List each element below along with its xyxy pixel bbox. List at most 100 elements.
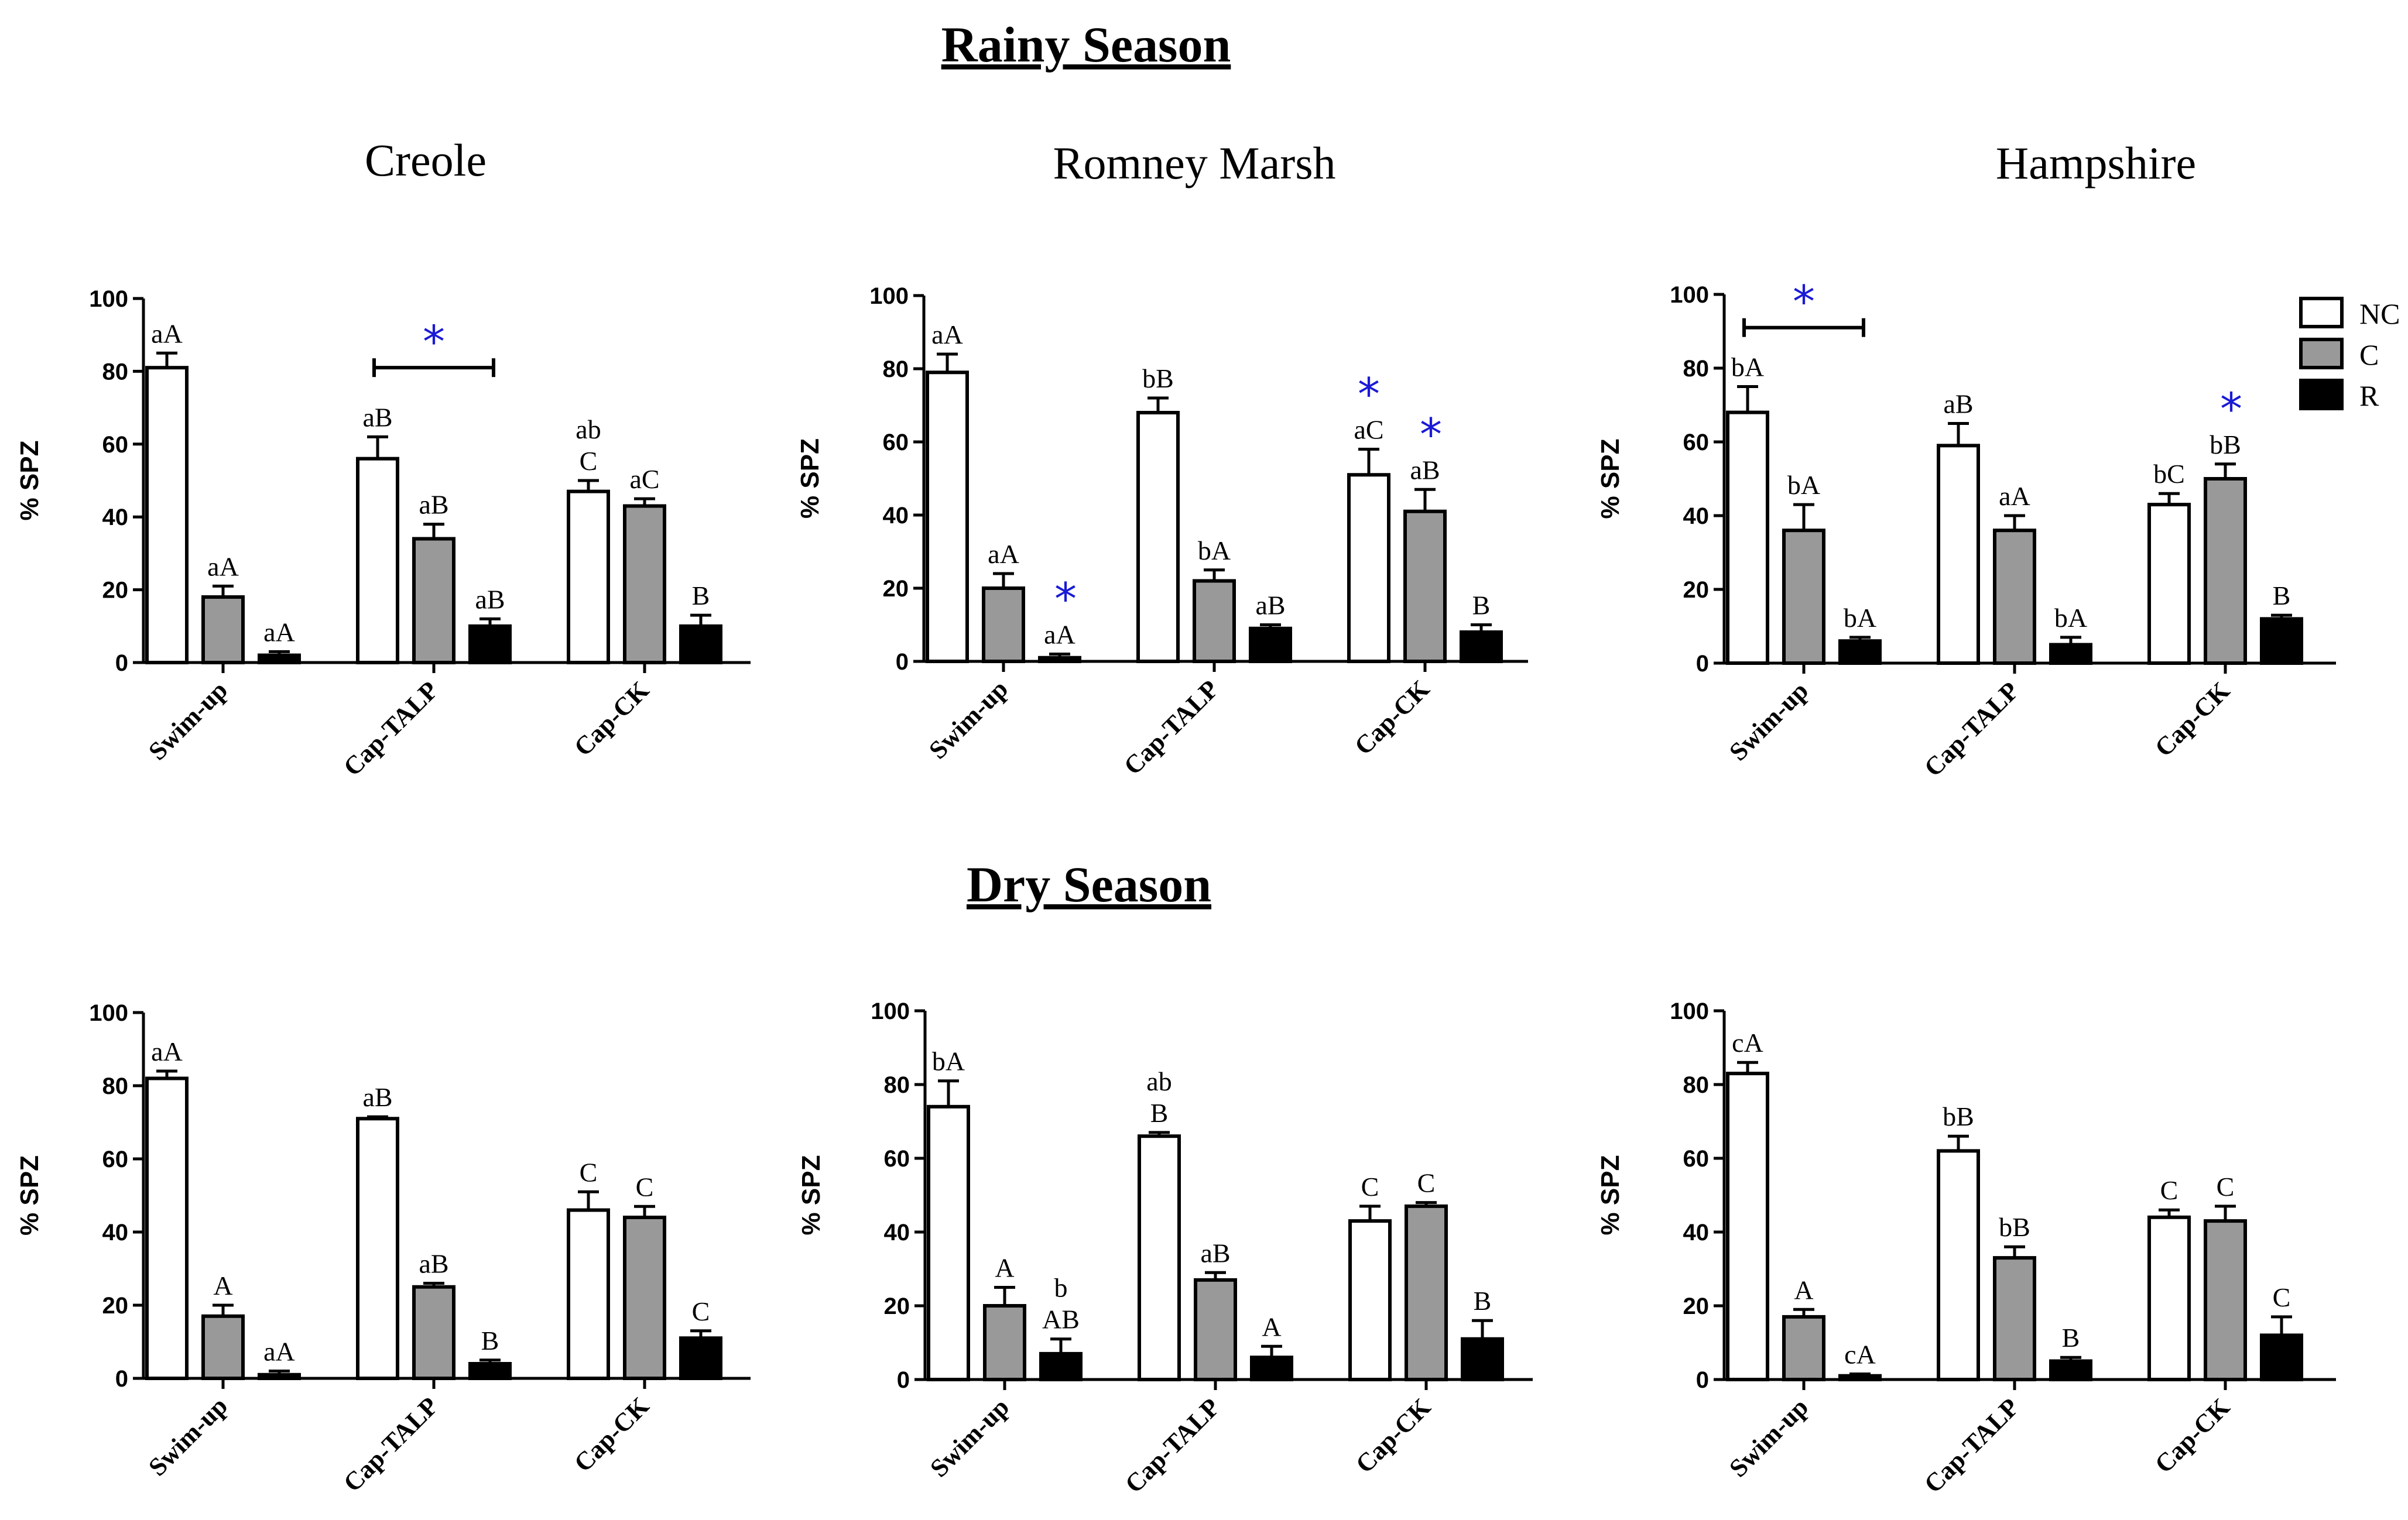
- y-tick-label: 100: [869, 283, 909, 309]
- bar-nc-cap-ck: [567, 1208, 610, 1380]
- data-label-r: bA: [2054, 603, 2087, 633]
- chart-panel-2: 0 20 40 60 80 100 % SPZ Swim-up Cap-TALP Cap-CK aA…: [796, 283, 1528, 780]
- data-label-r: B: [2062, 1323, 2080, 1353]
- bar-c-swim-up: [1782, 1315, 1825, 1381]
- data-label-line: bA: [1198, 536, 1231, 565]
- y-tick-label: 60: [1683, 430, 1710, 455]
- data-label-nc: aB: [1943, 389, 1973, 419]
- bar-c-cap-talp: [1993, 1256, 2036, 1382]
- chart-title-romney-marsh: Romney Marsh: [1053, 138, 1335, 188]
- data-label-line: aA: [263, 1337, 295, 1367]
- data-label-c: A: [213, 1271, 232, 1301]
- data-label-r: cA: [1844, 1340, 1876, 1370]
- bar-r-cap-talp: [2049, 643, 2092, 665]
- bar-nc-cap-ck: [567, 489, 610, 664]
- x-tick-label-swim-up: Swim-up: [1724, 676, 1814, 766]
- data-label-line: aC: [1354, 415, 1383, 445]
- x-tick-label-cap-ck: Cap-CK: [1349, 674, 1435, 760]
- data-label-nc: bB: [1943, 1102, 1974, 1131]
- data-label-line: B: [481, 1326, 499, 1356]
- data-label-line: aA: [1044, 620, 1075, 650]
- data-label-r: aA: [1044, 620, 1075, 650]
- x-tick-label-swim-up: Swim-up: [1724, 1392, 1814, 1483]
- data-label-nc: bB: [1142, 363, 1174, 393]
- bar-r-cap-talp: [2049, 1359, 2092, 1381]
- x-tick-label-swim-up: Swim-up: [923, 674, 1013, 764]
- y-axis-label: % SPZ: [15, 1155, 44, 1236]
- y-axis-label: % SPZ: [1596, 1155, 1625, 1236]
- y-tick-label: 80: [102, 1073, 129, 1099]
- bar-c-swim-up: [1782, 529, 1825, 665]
- data-label-line: A: [213, 1271, 232, 1301]
- data-label-line: B: [1474, 1286, 1492, 1316]
- bar-r-cap-ck: [679, 624, 722, 665]
- y-tick-label: 20: [102, 578, 129, 603]
- bar-nc-cap-talp: [356, 457, 399, 664]
- x-tick-label-swim-up: Swim-up: [143, 1391, 233, 1481]
- data-label-line: B: [692, 581, 710, 610]
- y-tick-label: 100: [1670, 999, 1709, 1024]
- data-label-r: C: [2273, 1282, 2291, 1312]
- data-label-line: aA: [988, 539, 1019, 569]
- data-label-line: bC: [2153, 459, 2185, 489]
- data-label-line: A: [995, 1253, 1014, 1283]
- data-label-line: C: [1417, 1168, 1436, 1198]
- data-label-c: aA: [988, 539, 1019, 569]
- rainy-season-title: Rainy Season: [941, 16, 1231, 73]
- bar-nc-cap-talp: [1937, 1149, 1980, 1382]
- legend-label-c: C: [2359, 338, 2379, 371]
- x-tick-label-swim-up: Swim-up: [924, 1392, 1015, 1483]
- chart-title-creole: Creole: [365, 135, 487, 186]
- data-label-line: aA: [151, 318, 183, 348]
- data-label-line: C: [692, 1296, 710, 1326]
- bar-nc-cap-talp: [356, 1117, 399, 1380]
- bar-c-cap-talp: [412, 537, 455, 665]
- bar-c-cap-ck: [1405, 1204, 1448, 1381]
- bar-nc-swim-up: [145, 366, 189, 664]
- y-tick-label: 80: [1683, 1072, 1710, 1098]
- bar-c-cap-ck: [2204, 477, 2247, 665]
- chart-panel-4: 0 20 40 60 80 100 % SPZ Swim-up Cap-TALP Cap-CK aA…: [15, 1000, 751, 1497]
- data-label-line: B: [1150, 1098, 1169, 1128]
- y-tick-label: 60: [884, 1146, 910, 1172]
- bar-nc-cap-talp: [1138, 1134, 1181, 1381]
- data-label-c: aB: [1410, 455, 1440, 485]
- y-tick-label: 0: [897, 1367, 910, 1393]
- data-label-line: aB: [1200, 1238, 1230, 1268]
- data-label-c: bB: [1999, 1212, 2030, 1242]
- data-label-c: A: [1794, 1275, 1813, 1305]
- data-label-line: bB: [1943, 1102, 1974, 1131]
- bar-c-cap-ck: [623, 504, 666, 664]
- data-label-nc: aB: [362, 1082, 392, 1112]
- y-tick-label: 60: [1683, 1146, 1710, 1172]
- x-tick-label-cap-ck: Cap-CK: [2149, 676, 2235, 762]
- chart-panel-3: 0 20 40 60 80 100 % SPZ Swim-up Cap-TALP Cap-CK bA…: [1596, 276, 2336, 782]
- chart-panel-6: 0 20 40 60 80 100 % SPZ Swim-up Cap-TALP Cap-CK cA…: [1596, 999, 2336, 1498]
- y-tick-label: 20: [884, 1293, 910, 1319]
- data-label-r: bA: [1844, 603, 1876, 633]
- data-label-c: C: [636, 1172, 654, 1202]
- data-label-line: aA: [1999, 481, 2030, 511]
- data-label-line: aB: [1943, 389, 1973, 419]
- bar-c-swim-up: [982, 586, 1025, 663]
- bar-c-swim-up: [201, 1314, 245, 1380]
- data-label-c: A: [995, 1253, 1014, 1283]
- data-label-c: bA: [1787, 470, 1820, 500]
- bar-r-cap-talp: [1250, 1356, 1293, 1381]
- data-label-nc: aA: [151, 318, 183, 348]
- data-label-nc: bA: [1731, 352, 1764, 382]
- bar-r-cap-talp: [1249, 626, 1292, 663]
- data-label-line: bB: [2210, 430, 2241, 459]
- y-tick-label: 0: [115, 650, 128, 676]
- significance-star: *: [423, 315, 445, 368]
- y-tick-label: 60: [883, 430, 909, 455]
- y-tick-label: 0: [1696, 1367, 1709, 1393]
- bar-r-cap-ck: [2260, 1333, 2303, 1381]
- data-label-line: aA: [263, 617, 295, 647]
- y-tick-label: 20: [1683, 577, 1710, 603]
- y-tick-label: 100: [1670, 282, 1709, 308]
- data-label-c: aB: [419, 1249, 448, 1279]
- bar-nc-cap-ck: [2147, 1215, 2191, 1382]
- bar-c-cap-talp: [412, 1285, 455, 1380]
